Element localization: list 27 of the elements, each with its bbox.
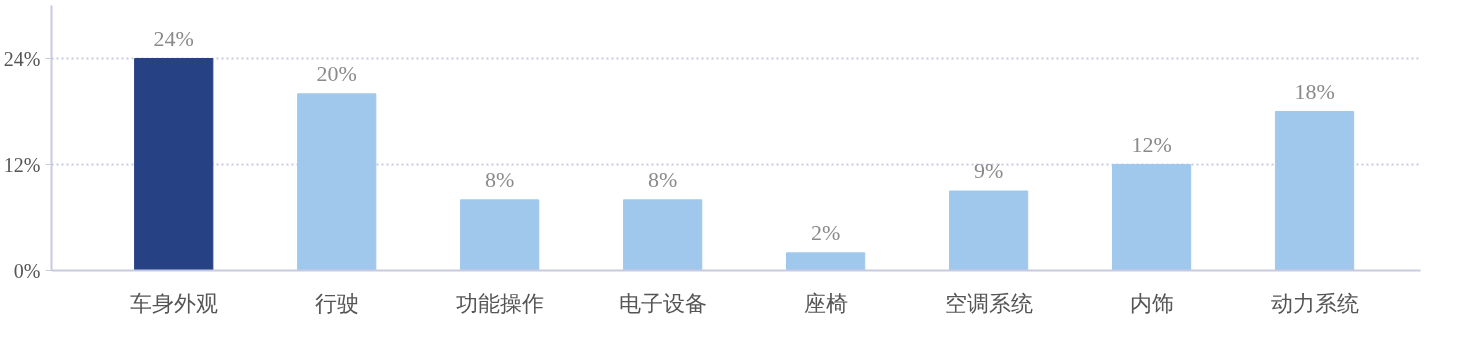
x-tick-label: 功能操作 [455,290,544,316]
bar [297,93,377,271]
x-tick-label: 行驶 [314,290,359,316]
x-tick-label: 电子设备 [618,290,707,316]
data-label: 8% [648,166,678,192]
x-tick-label: 空调系统 [944,290,1033,316]
data-label: 24% [153,25,194,51]
bar [623,199,703,271]
data-label: 12% [1131,131,1172,157]
bar [786,252,866,271]
bar [1274,111,1355,271]
y-tick-label: 24% [3,47,41,70]
x-tick-label: 座椅 [803,290,848,316]
bar [134,58,214,271]
data-label: 8% [485,166,515,192]
x-tick-label: 车身外观 [129,290,218,316]
y-tick-label: 0% [13,259,41,282]
data-label: 18% [1294,78,1335,104]
bar [1111,164,1192,271]
x-tick-label: 动力系统 [1270,290,1359,316]
bar [949,190,1029,271]
data-label: 2% [810,219,841,245]
data-label: 20% [316,60,357,86]
x-tick-label: 内饰 [1129,290,1174,316]
bar [460,199,540,271]
y-tick-label: 12% [3,153,41,176]
data-label: 9% [973,158,1004,183]
